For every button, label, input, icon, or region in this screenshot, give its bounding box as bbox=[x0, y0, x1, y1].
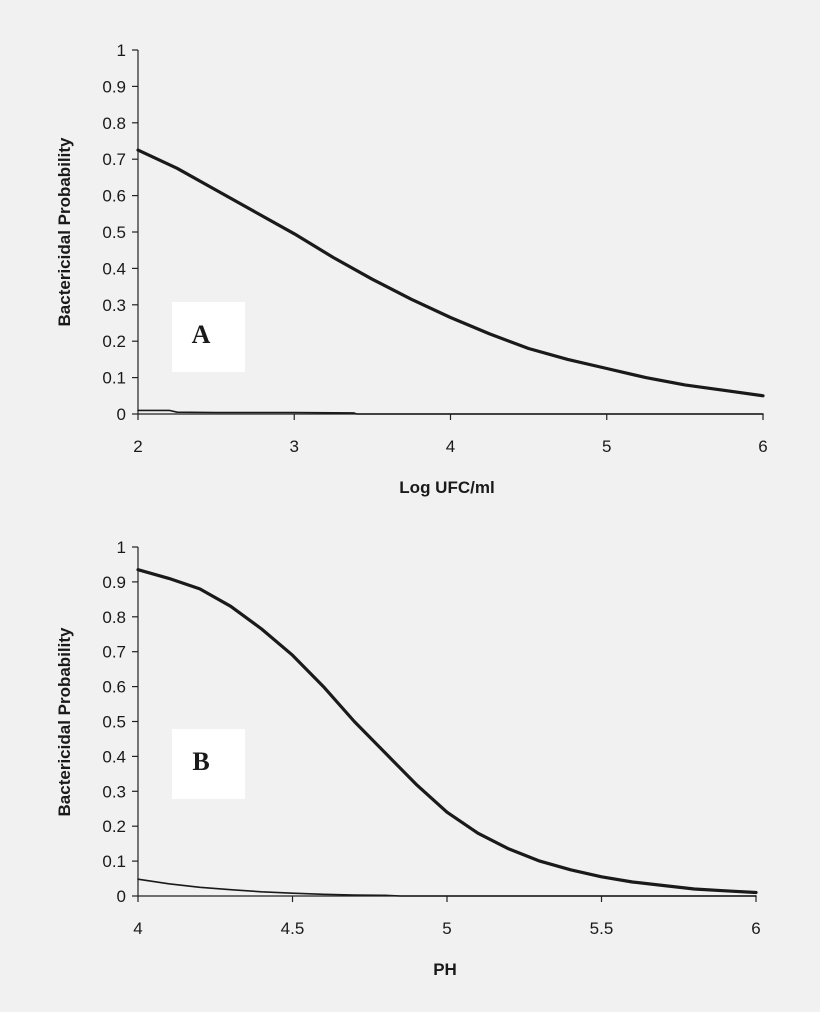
series-line-thick bbox=[136, 568, 758, 895]
y-tick-label: 0.8 bbox=[102, 608, 126, 627]
y-tick-label: 1 bbox=[117, 538, 126, 557]
x-ticks: 4 4.5 5 5.5 6 bbox=[133, 896, 761, 938]
x-tick-label: 5.5 bbox=[590, 919, 614, 938]
y-tick-label: 0.4 bbox=[102, 747, 126, 766]
x-tick-label: 4 bbox=[446, 437, 455, 456]
panel-label-box bbox=[172, 729, 245, 799]
y-tick-label: 0.2 bbox=[102, 332, 126, 351]
x-tick-label: 4.5 bbox=[281, 919, 305, 938]
x-tick-label: 5 bbox=[442, 919, 451, 938]
panel-label: A bbox=[192, 320, 211, 349]
y-tick-label: 0.5 bbox=[102, 223, 126, 242]
series-line-thin bbox=[137, 878, 757, 897]
y-tick-label: 1 bbox=[117, 41, 126, 60]
x-tick-label: 4 bbox=[133, 919, 142, 938]
x-tick-label: 2 bbox=[133, 437, 142, 456]
y-axis-label: Bactericidal Probability bbox=[55, 137, 74, 326]
y-ticks: 0 0.1 0.2 0.3 0.4 0.5 0.6 0.7 0.8 0.9 1 bbox=[102, 41, 138, 424]
y-tick-label: 0.6 bbox=[102, 187, 126, 206]
x-tick-label: 3 bbox=[290, 437, 299, 456]
y-tick-label: 0.3 bbox=[102, 782, 126, 801]
y-tick-label: 0.4 bbox=[102, 259, 126, 278]
y-tick-label: 0.1 bbox=[102, 369, 126, 388]
x-tick-label: 6 bbox=[758, 437, 767, 456]
y-tick-label: 0.7 bbox=[102, 643, 126, 662]
chart-panel-a: A Bactericidal Probability Log UFC/ml 00… bbox=[55, 41, 768, 497]
panel-label-box bbox=[172, 302, 245, 372]
y-axis-label: Bactericidal Probability bbox=[55, 627, 74, 816]
y-tick-label: 0.8 bbox=[102, 114, 126, 133]
y-tick-label: 0.3 bbox=[102, 296, 126, 315]
series-group bbox=[136, 148, 765, 415]
series-line-thick bbox=[136, 148, 765, 398]
panel-label: B bbox=[192, 747, 209, 776]
y-tick-label: 0.7 bbox=[102, 150, 126, 169]
y-tick-label: 0.9 bbox=[102, 573, 126, 592]
x-tick-label: 5 bbox=[602, 437, 611, 456]
y-tick-label: 0.2 bbox=[102, 817, 126, 836]
x-ticks: 2 3 4 5 6 bbox=[133, 414, 768, 456]
series-group bbox=[136, 568, 758, 897]
y-tick-label: 0.6 bbox=[102, 678, 126, 697]
series-line-thin bbox=[137, 409, 764, 415]
x-axis-label: PH bbox=[433, 960, 457, 979]
chart-panel-b: B Bactericidal Probability PH 0 0.1 0.2 0.3… bbox=[55, 538, 761, 979]
x-axis-label: Log UFC/ml bbox=[399, 478, 494, 497]
y-tick-label: 0.9 bbox=[102, 77, 126, 96]
y-tick-label: 0.1 bbox=[102, 852, 126, 871]
x-tick-label: 6 bbox=[751, 919, 760, 938]
y-tick-label: 0 bbox=[117, 405, 126, 424]
y-ticks: 0 0.1 0.2 0.3 0.4 0.5 0.6 0.7 0.8 0.9 1 bbox=[102, 538, 138, 906]
y-tick-label: 0.5 bbox=[102, 713, 126, 732]
y-tick-label: 0 bbox=[117, 887, 126, 906]
axes bbox=[137, 547, 756, 897]
